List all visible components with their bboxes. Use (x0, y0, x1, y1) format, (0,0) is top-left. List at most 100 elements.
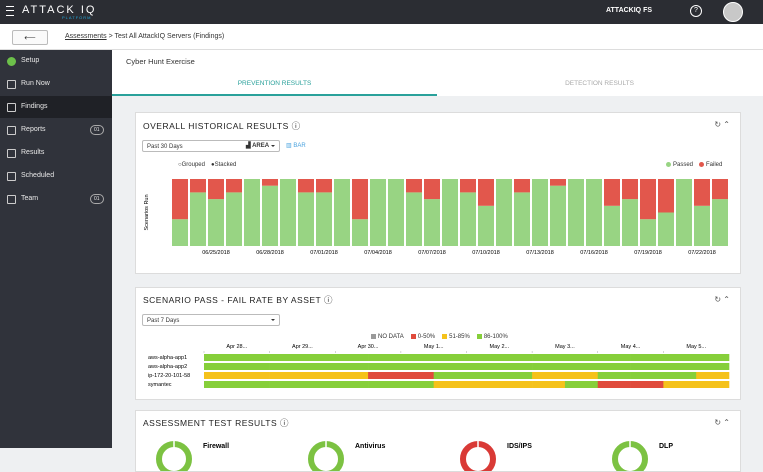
range-select[interactable]: Past 7 Days (142, 314, 280, 326)
heat-cell (696, 381, 730, 388)
panel-controls[interactable]: ↻ ⌃ (714, 295, 730, 304)
heat-cell (696, 363, 730, 370)
nav-item[interactable]: Scheduled (0, 165, 112, 187)
page-title: Cyber Hunt Exercise (126, 57, 195, 66)
nav-icon (7, 172, 16, 181)
nav-label: Reports (21, 126, 46, 133)
heat-cell (564, 354, 599, 361)
bar-segment (208, 199, 224, 246)
legend-item: Failed (699, 162, 722, 168)
heat-cell (630, 381, 664, 388)
heat-cell (532, 381, 566, 388)
heat-cell (564, 381, 599, 388)
heat-cell (433, 363, 467, 370)
heat-cell (499, 363, 533, 370)
asset-label: ip-172-20-101-58 (148, 373, 190, 379)
range-select[interactable]: Past 30 Days (142, 140, 280, 152)
heat-cell (630, 372, 664, 379)
heat-cell (335, 363, 369, 370)
nav-item[interactable]: Findings (0, 96, 112, 118)
bar-segment (694, 179, 710, 206)
back-button[interactable]: ⟵ (12, 30, 48, 45)
panel-controls[interactable]: ↻ ⌃ (714, 120, 730, 129)
mode-grouped[interactable]: ○Grouped (178, 162, 205, 168)
sidebar: Setup Run Now Findings Reports 01 Results Sche… (0, 50, 112, 448)
x-tick-label: 07/19/2018 (634, 250, 662, 256)
x-tick-label: 07/22/2018 (688, 250, 716, 256)
bar-segment (478, 179, 494, 206)
tab[interactable]: DETECTION RESULTS (565, 80, 634, 87)
mode-stacked[interactable]: ●Stacked (211, 162, 237, 168)
nav-item[interactable]: Setup (0, 50, 112, 72)
heat-cell (663, 354, 697, 361)
bar-segment (262, 185, 278, 246)
mode-label: Grouped (181, 162, 205, 168)
nav-badge: 01 (90, 125, 104, 135)
breadcrumb-separator: > (108, 33, 113, 40)
panel-title: OVERALL HISTORICAL RESULTS ⓘ (143, 121, 301, 131)
heat-cell (630, 354, 664, 361)
bar-segment (478, 205, 494, 246)
bar-segment (712, 179, 728, 200)
nav-item[interactable]: Run Now (0, 73, 112, 95)
heat-cell (466, 381, 500, 388)
legend-label: NO DATA (378, 334, 404, 341)
logo-sub: PLATFORM (62, 15, 92, 20)
menu-icon[interactable] (6, 6, 14, 16)
bar-segment (352, 219, 368, 246)
legend-label: Passed (673, 162, 694, 169)
assessment-items: Firewall Antivirus IDS/IPS DLP (156, 441, 673, 471)
panel-title-text: ASSESSMENT TEST RESULTS (143, 418, 278, 428)
bar-segment (226, 192, 242, 246)
legend-item: 51-85% (442, 334, 470, 340)
heat-cell (236, 381, 270, 388)
help-button[interactable]: ? (690, 5, 702, 17)
bar-segment (190, 192, 206, 246)
bar-segment (514, 179, 530, 193)
bar-segment (172, 179, 188, 220)
nav-item[interactable]: Reports 01 (0, 119, 112, 141)
bar-segment (262, 179, 278, 186)
asset-label: aws-alpha-app1 (148, 355, 187, 361)
heat-cell (302, 381, 336, 388)
bar-segment (604, 205, 620, 246)
result-label: DLP (659, 443, 673, 450)
nav-item[interactable]: Results (0, 142, 112, 164)
heat-cell (302, 363, 336, 370)
nav-label: Run Now (21, 80, 50, 87)
nav-icon (7, 103, 16, 112)
asset-label: symantec (148, 382, 172, 388)
panel-controls[interactable]: ↻ ⌃ (714, 418, 730, 427)
date-label: May 1... (424, 344, 444, 350)
logo[interactable]: ATTACK IQ (22, 4, 97, 16)
breadcrumb-bar (0, 24, 763, 50)
tab[interactable]: PREVENTION RESULTS (112, 80, 437, 96)
date-label: Apr 28... (226, 344, 247, 350)
legend-label: 51-85% (449, 334, 470, 341)
heat-cell (400, 363, 434, 370)
heat-cell (696, 354, 730, 361)
nav-label: Scheduled (21, 172, 55, 179)
x-tick-label: 07/16/2018 (580, 250, 608, 256)
heat-cell (696, 372, 730, 379)
legend-label: 86-100% (483, 334, 508, 341)
bar-segment (694, 205, 710, 246)
nav-item[interactable]: Team 01 (0, 188, 112, 210)
bar-segment (370, 179, 386, 246)
heat-cell (597, 363, 631, 370)
breadcrumb-link[interactable]: Assessments (65, 33, 107, 40)
bar-segment (550, 185, 566, 246)
heat-cell (564, 363, 599, 370)
view-bar[interactable]: ▥ BAR (286, 143, 306, 149)
bar-segment (298, 179, 314, 193)
view-area[interactable]: ▟ AREA (246, 143, 270, 149)
heat-cell (400, 381, 434, 388)
legend-swatch (476, 334, 482, 339)
heat-cell (663, 363, 697, 370)
bar-segment (496, 179, 512, 246)
avatar[interactable] (723, 2, 743, 22)
legend: Passed Failed (666, 162, 728, 168)
heat-cell (204, 372, 238, 379)
user-menu[interactable]: ATTACKIQ FS (606, 7, 653, 14)
heat-cell (597, 354, 631, 361)
